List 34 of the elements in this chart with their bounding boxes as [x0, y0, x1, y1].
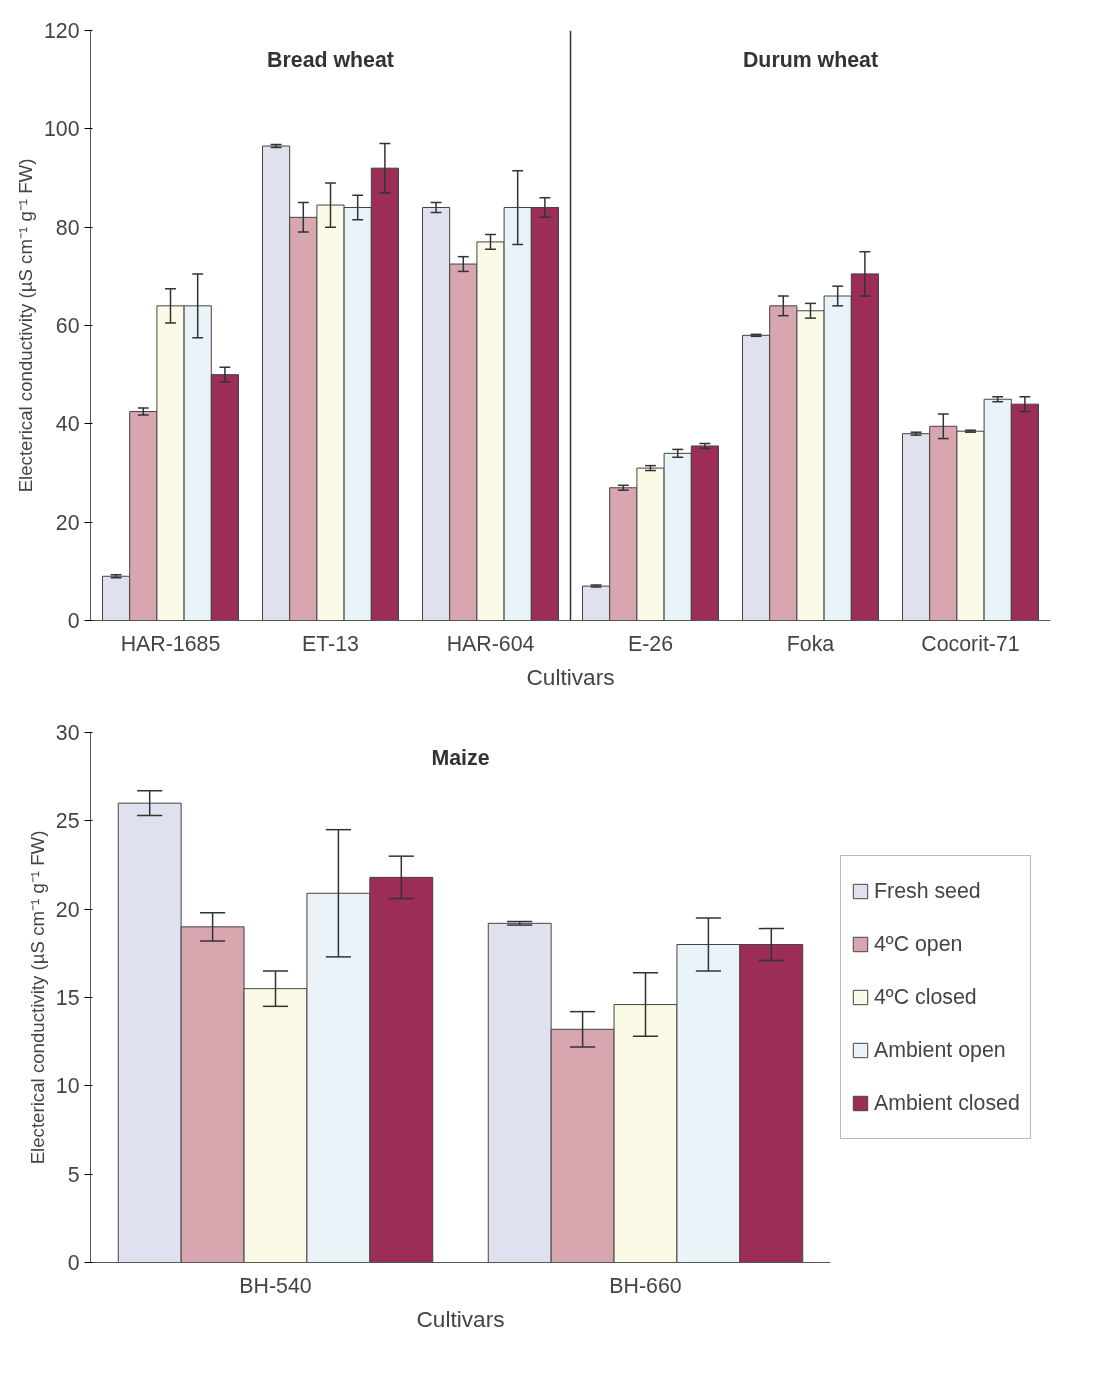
y-tick-label: 100 — [43, 117, 80, 142]
y-axis-title: Electerical conductivity (µS cm⁻¹ g⁻¹ FW) — [14, 158, 36, 493]
y-tick-label: 0 — [67, 609, 80, 633]
x-axis-title: Cultivars — [416, 1305, 505, 1332]
y-tick-label: 40 — [55, 412, 80, 437]
x-tick-label: E-26 — [627, 631, 674, 656]
y-tick-label: 25 — [55, 809, 80, 834]
annotation: Durum wheat — [742, 47, 879, 72]
x-tick-label: BH-540 — [239, 1273, 312, 1298]
y-tick-label: 0 — [67, 1251, 80, 1275]
legend-label: Ambient open — [874, 1036, 1006, 1064]
annotation: Maize — [431, 745, 490, 770]
legend-label: 4ºC closed — [874, 983, 977, 1011]
y-tick-label: 60 — [55, 314, 80, 338]
x-axis-title: Cultivars — [526, 663, 615, 690]
y-tick-label: 30 — [55, 721, 80, 745]
x-tick-label: HAR-604 — [446, 631, 535, 656]
legend-label: 4ºC open — [874, 930, 963, 958]
legend-label: Ambient closed — [874, 1089, 1020, 1117]
x-tick-label: Cocorit-71 — [921, 631, 1020, 656]
y-tick-label: 80 — [55, 215, 80, 240]
x-tick-label: BH-660 — [609, 1273, 682, 1298]
y-axis-title: Electerical conductivity (µS cm⁻¹ g⁻¹ FW) — [26, 830, 48, 1165]
y-tick-label: 20 — [55, 510, 80, 535]
y-tick-label: 120 — [43, 19, 80, 43]
legend-label: Fresh seed — [874, 877, 981, 905]
x-tick-label: HAR-1685 — [120, 631, 221, 656]
y-tick-label: 10 — [55, 1074, 80, 1099]
y-tick-label: 20 — [55, 897, 80, 922]
x-tick-label: Foka — [786, 631, 835, 656]
y-tick-label: 15 — [55, 986, 80, 1010]
x-tick-label: ET-13 — [302, 631, 359, 656]
y-tick-label: 5 — [67, 1162, 80, 1187]
annotation: Bread wheat — [267, 47, 394, 72]
